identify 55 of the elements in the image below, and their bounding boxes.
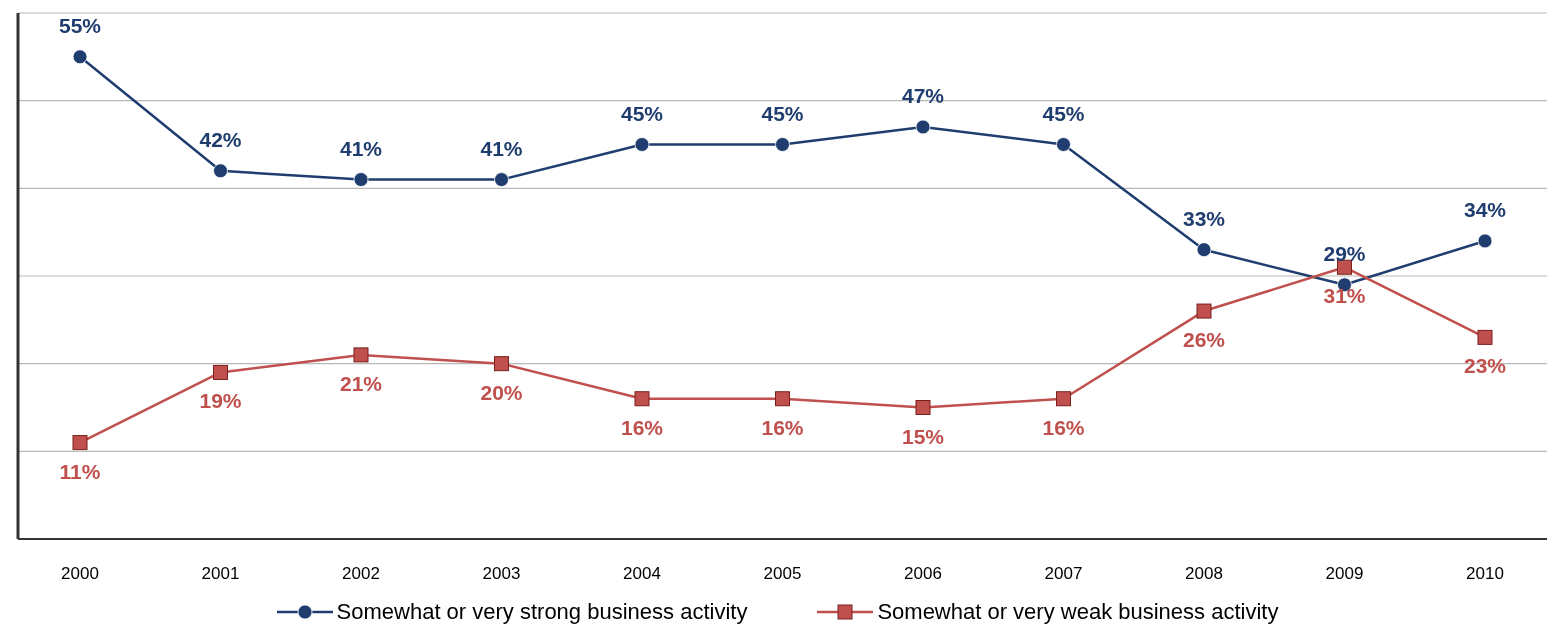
data-label: 16% — [620, 415, 664, 439]
point — [915, 400, 931, 415]
x-tick-label: 2007 — [1044, 564, 1083, 584]
x-tick-label: 2005 — [763, 564, 802, 584]
x-tick-label: 2006 — [904, 564, 942, 584]
x-tick-label: 2008 — [1185, 564, 1223, 584]
data-label: 19% — [199, 389, 242, 413]
data-label: 41% — [480, 136, 523, 160]
data-label: 45% — [620, 101, 664, 125]
x-tick-label: 2000 — [61, 564, 99, 584]
x-tick-label: 2003 — [482, 564, 521, 584]
point — [1196, 303, 1212, 319]
data-label: 23% — [1463, 354, 1507, 378]
point — [1477, 233, 1493, 249]
data-label: 11% — [59, 459, 101, 483]
point — [775, 137, 790, 152]
point — [775, 391, 790, 407]
data-label: 31% — [1323, 284, 1366, 308]
data-label: 45% — [761, 101, 804, 125]
data-label: 20% — [480, 380, 523, 404]
data-label: 41% — [339, 136, 383, 160]
data-label: 16% — [761, 415, 804, 439]
data-label: 47% — [901, 83, 945, 107]
point — [634, 137, 650, 152]
x-tick-label: 2009 — [1325, 564, 1364, 584]
point — [1056, 137, 1071, 152]
x-tick-label: 2010 — [1466, 564, 1504, 584]
data-label: 55% — [58, 13, 102, 37]
point — [1196, 242, 1212, 258]
data-label: 21% — [339, 371, 383, 395]
x-tick-label: 2001 — [201, 564, 240, 584]
point — [634, 391, 650, 407]
point — [213, 364, 228, 380]
data-label: 26% — [1182, 328, 1226, 352]
point — [72, 49, 88, 65]
point — [1477, 329, 1493, 345]
legend-label: Somewhat or very weak business activity — [877, 599, 1279, 625]
data-label: 33% — [1182, 206, 1226, 230]
point — [353, 172, 369, 187]
point — [915, 119, 931, 135]
data-label: 45% — [1042, 101, 1085, 125]
point — [213, 163, 228, 179]
point — [1056, 391, 1071, 407]
x-tick-label: 2004 — [623, 564, 661, 584]
point — [494, 356, 509, 372]
data-label: 15% — [901, 424, 945, 448]
point — [353, 347, 369, 363]
legend-label: Somewhat or very strong business activity — [336, 599, 748, 625]
x-tick-label: 2002 — [342, 564, 380, 584]
point — [72, 435, 88, 451]
data-label: 34% — [1463, 197, 1507, 221]
data-label: 16% — [1042, 415, 1085, 439]
data-label: 29% — [1323, 241, 1366, 265]
data-label: 42% — [199, 127, 242, 151]
point — [494, 172, 509, 187]
